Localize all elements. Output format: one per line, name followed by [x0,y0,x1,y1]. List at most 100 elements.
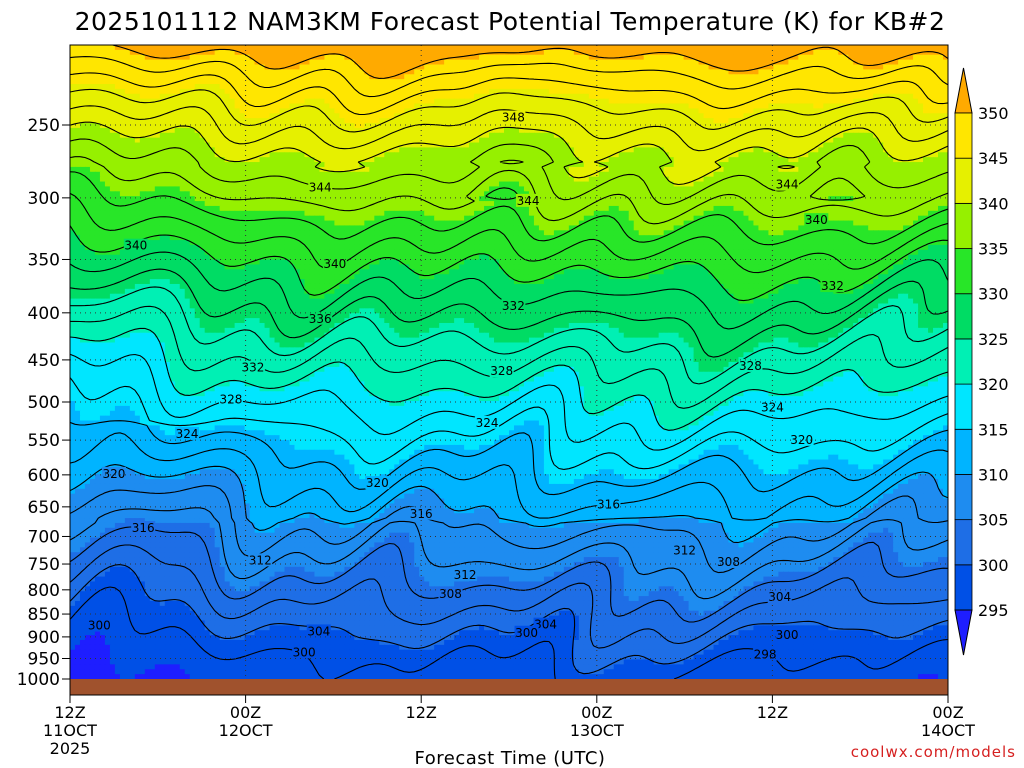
heatmap-cell [528,118,535,124]
heatmap-cell [753,113,760,119]
heatmap-cell [648,64,655,70]
heatmap-cell [753,152,760,158]
heatmap-cell [668,171,675,178]
heatmap-cell [683,171,690,178]
heatmap-cell [414,84,420,90]
heatmap-cell [818,152,824,158]
heatmap-cell [389,64,395,70]
heatmap-cell [409,69,415,75]
heatmap-cell [494,79,500,85]
heatmap-cell [70,45,76,51]
heatmap-cell [773,69,779,75]
heatmap-cell [99,181,106,188]
heatmap-cell [543,79,550,85]
heatmap-cell [553,103,560,109]
heatmap-cell [888,74,894,80]
heatmap-cell [908,103,914,109]
heatmap-cell [598,49,605,56]
heatmap-cell [528,142,535,149]
heatmap-cell [788,118,794,124]
heatmap-cell [653,147,660,153]
heatmap-cell [693,54,700,61]
heatmap-cell [793,152,799,158]
heatmap-cell [74,108,81,114]
heatmap-cell [394,108,400,114]
heatmap-cell [898,64,904,70]
heatmap-cell [843,84,849,90]
heatmap-cell [429,166,435,173]
heatmap-cell [518,166,525,173]
heatmap-cell [693,166,700,173]
heatmap-cell [568,59,575,66]
heatmap-cell [364,171,370,178]
heatmap-cell [938,127,944,134]
heatmap-cell [768,59,774,66]
heatmap-cell [129,108,136,114]
heatmap-cell [718,93,725,100]
heatmap-cell [509,88,515,95]
heatmap-cell [369,137,375,144]
heatmap-cell [229,166,236,173]
heatmap-cell [898,93,904,100]
heatmap-cell [254,84,261,90]
heatmap-cell [239,74,246,80]
heatmap-cell [588,176,595,183]
heatmap-cell [94,108,101,114]
heatmap-cell [439,147,445,153]
heatmap-cell [568,152,575,158]
heatmap-cell [733,79,740,85]
heatmap-cell [813,147,819,153]
heatmap-cell [359,98,365,105]
heatmap-cell [469,98,475,105]
heatmap-cell [703,127,710,134]
heatmap-cell [444,118,450,124]
heatmap-cell [299,132,306,139]
heatmap-cell [89,49,96,56]
heatmap-cell [329,88,335,95]
heatmap-cell [523,69,530,75]
heatmap-cell [274,132,281,139]
heatmap-cell [119,171,126,178]
heatmap-cell [214,137,221,144]
heatmap-cell [743,49,750,56]
heatmap-cell [364,137,370,144]
heatmap-cell [813,74,819,80]
heatmap-cell [289,118,296,124]
heatmap-cell [469,79,475,85]
heatmap-cell [818,142,824,149]
heatmap-cell [648,84,655,90]
heatmap-cell [618,118,625,124]
heatmap-cell [509,69,515,75]
heatmap-cell [943,69,948,75]
heatmap-cell [828,108,834,114]
heatmap-cell [833,45,839,51]
heatmap-cell [668,84,675,90]
heatmap-cell [444,74,450,80]
heatmap-cell [104,147,111,153]
heatmap-cell [748,103,755,109]
heatmap-cell [753,176,760,183]
heatmap-cell [119,84,126,90]
heatmap-cell [713,142,720,149]
heatmap-cell [828,74,834,80]
heatmap-cell [583,166,590,173]
heatmap-cell [663,162,670,168]
heatmap-cell [873,74,879,80]
heatmap-cell [274,49,281,56]
heatmap-cell [823,147,829,153]
heatmap-cell [518,93,525,100]
heatmap-cell [209,93,216,100]
heatmap-cell [509,162,515,168]
heatmap-cell [254,93,261,100]
heatmap-cell [274,108,281,114]
heatmap-cell [144,137,151,144]
heatmap-cell [489,45,495,51]
heatmap-cell [70,162,76,168]
heatmap-cell [414,59,420,66]
heatmap-cell [613,108,620,114]
heatmap-cell [708,132,715,139]
heatmap-cell [219,49,226,56]
heatmap-cell [728,123,735,129]
heatmap-cell [179,88,186,95]
heatmap-cell [943,54,948,61]
